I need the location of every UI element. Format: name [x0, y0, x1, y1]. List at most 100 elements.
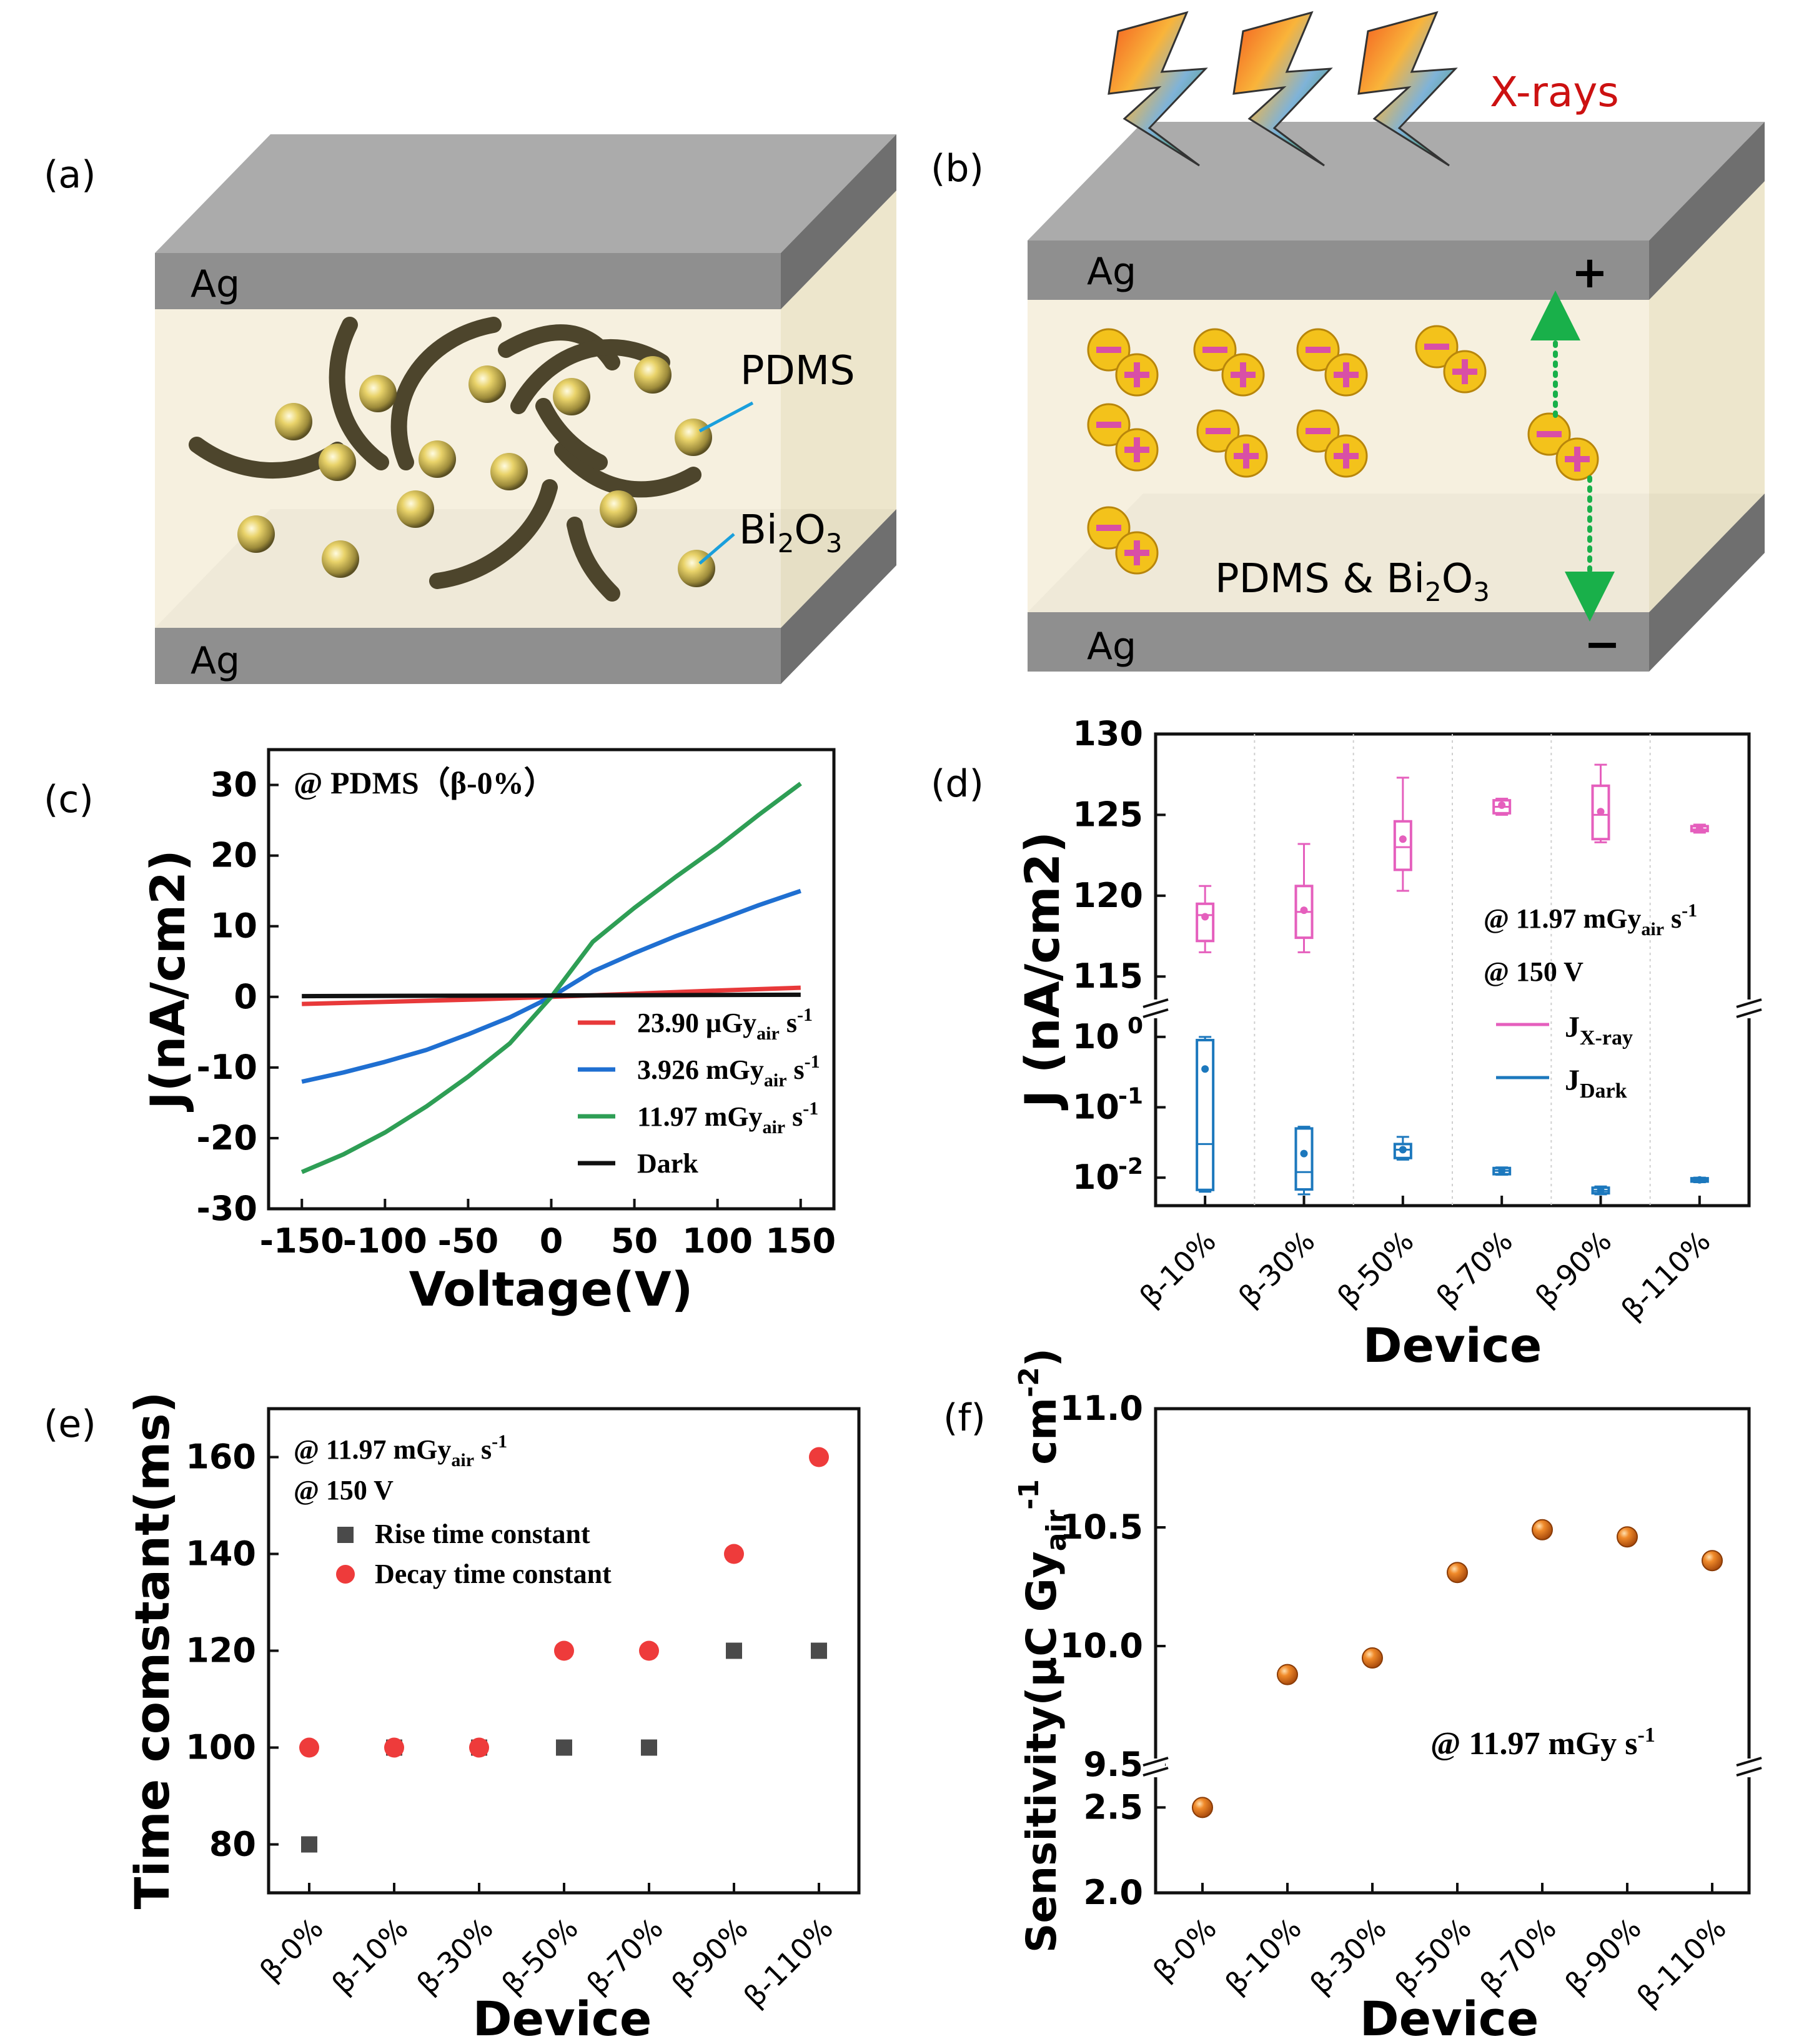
series-line — [302, 992, 801, 999]
plus-glyph-v — [1462, 359, 1468, 384]
sensitivity-point — [1362, 1647, 1383, 1669]
x-tick-label: β-0% — [1146, 1912, 1222, 1988]
legend-label: Dark — [637, 1148, 698, 1179]
y-tick-label: -30 — [196, 1189, 257, 1228]
y-tick-label: 140 — [186, 1534, 256, 1574]
x-tick-label: β-30% — [410, 1912, 500, 2001]
b-bottom-electrode-label: Ag — [1087, 625, 1136, 668]
electron-hole-pairs — [1087, 325, 1599, 575]
dark-box — [1690, 1176, 1709, 1184]
box-body — [1294, 1127, 1314, 1191]
b-composite-side — [1649, 181, 1765, 612]
box-body — [1393, 1143, 1412, 1159]
y-tick-label: 120 — [1073, 876, 1143, 915]
x-tick-label: 150 — [765, 1221, 836, 1261]
y-tick-label: 11.0 — [1060, 1389, 1143, 1428]
panel-d-box-chart: (d) 115 120 125 130 10 0 10-1 10-2 β-10% β-30% β-5… — [931, 714, 1762, 1373]
panel-d-dose-annotation: @ 11.97 mGyair s-1 — [1484, 900, 1697, 940]
series-line — [301, 888, 801, 1084]
panel-a-label: (a) — [44, 153, 96, 197]
y-tick-label: 125 — [1073, 795, 1143, 834]
y-tick-label: 9.5 — [1083, 1745, 1143, 1784]
top-electrode-front — [155, 253, 781, 309]
panel-e-legend: Rise time constant Decay time constant — [336, 1519, 612, 1589]
panel-c-plot-frame — [267, 748, 836, 1211]
panel-f-plot-frame — [1154, 1407, 1751, 1895]
y-tick-label: 10 — [211, 906, 257, 946]
xray-box — [1196, 885, 1215, 953]
y-tick-label: -20 — [196, 1118, 257, 1158]
b-top-electrode-front — [1028, 241, 1649, 300]
panel-c-ylabel: J(nA/cm2) — [140, 850, 196, 1113]
xray-bolts — [1108, 11, 1458, 167]
bottom-electrode-side — [781, 509, 896, 684]
panel-f-annotation: @ 11.97 mGy s-1 — [1430, 1724, 1655, 1762]
x-tick-label: -100 — [343, 1221, 427, 1261]
xray-box — [1294, 843, 1314, 953]
panel-e-dose-annotation: @ 11.97 mGyair s-1 — [294, 1431, 507, 1471]
panel-d-label: (d) — [931, 762, 984, 806]
cathode-minus-sign: − — [1584, 618, 1621, 670]
xray-box — [1393, 776, 1412, 892]
mean-dot — [1597, 808, 1605, 816]
panel-f-sensitivity-chart: (f) 9.510.010.511.02.02.5β-0%β-10%β-30%β… — [943, 1348, 1762, 2044]
legend-label: 23.90 μGyair s-1 — [637, 1005, 813, 1044]
bi2o3-pointer-line — [698, 533, 735, 565]
dark-box — [1294, 1126, 1314, 1196]
panel-c-legend: 23.90 μGyair s-1 3.926 mGyair s-1 11.97 mG… — [578, 1005, 820, 1179]
plus-glyph-v — [1134, 540, 1140, 565]
plus-glyph-v — [1343, 362, 1349, 387]
box-body — [1393, 820, 1412, 871]
minus-glyph — [1306, 428, 1331, 434]
anode-plus-sign: + — [1572, 247, 1608, 298]
y-tick-label: 115 — [1073, 956, 1143, 996]
dark-box — [1196, 1036, 1215, 1193]
y-tick-label: 100 — [186, 1728, 256, 1767]
x-tick-label: 0 — [540, 1221, 563, 1261]
y-tick-label: 160 — [186, 1437, 256, 1477]
mean-dot — [1300, 1149, 1308, 1158]
panel-f-ylabel: Sensitivity(μC Gyair-1 cm-2) — [1013, 1348, 1073, 1953]
y-tick-label: 20 — [211, 836, 257, 875]
rise-time-point — [811, 1642, 827, 1659]
top-electrode-side — [781, 134, 896, 309]
plus-glyph-v — [1134, 362, 1140, 387]
x-tick-label: β-70% — [1430, 1224, 1519, 1314]
rise-time-point — [301, 1836, 317, 1853]
legend-label: 11.97 mGyair s-1 — [637, 1098, 818, 1138]
y-tick-label: 120 — [186, 1631, 256, 1670]
electron-hole-pair — [1296, 409, 1368, 478]
top-electrode-label: Ag — [191, 262, 240, 306]
y-tick-label: 2.0 — [1083, 1873, 1143, 1912]
mean-dot — [1201, 1065, 1209, 1073]
legend-label: 3.926 mGyair s-1 — [637, 1051, 820, 1091]
x-tick-label: 100 — [682, 1221, 753, 1261]
polymer-chains — [189, 317, 701, 602]
panel-c-series-lines — [300, 781, 802, 1174]
x-tick-label: β-110% — [737, 1912, 840, 2014]
electron-hole-pair — [1087, 506, 1159, 575]
minus-glyph — [1537, 431, 1562, 437]
panel-f-xlabel: Device — [1360, 1991, 1539, 2044]
y-tick-label: 10-2 — [1073, 1154, 1143, 1197]
lightning-bolt-icon — [1108, 11, 1208, 167]
electron-hole-pair — [1296, 328, 1368, 397]
mean-dot — [1399, 835, 1407, 843]
plus-glyph-v — [1240, 362, 1246, 387]
rise-time-point — [641, 1739, 657, 1756]
decay-time-point — [724, 1544, 744, 1564]
x-tick-label: β-70% — [1474, 1912, 1563, 2001]
panel-e-xlabel: Device — [473, 1991, 652, 2044]
electron-hole-pair — [1196, 409, 1268, 478]
x-tick-label: -150 — [260, 1221, 344, 1261]
panel-b-label: (b) — [931, 147, 984, 191]
x-tick-label: 50 — [611, 1221, 658, 1261]
panel-e-time-constant-chart: (e) 80 100 120 140 160 β-0%β-10%β-30%β-50%β-7… — [44, 1392, 861, 2044]
y-tick-label: -10 — [196, 1048, 257, 1087]
panel-a-schematic: (a) — [44, 134, 896, 684]
mean-dot — [1399, 1146, 1407, 1154]
dark-box — [1492, 1166, 1512, 1176]
mean-dot — [1498, 1167, 1506, 1175]
